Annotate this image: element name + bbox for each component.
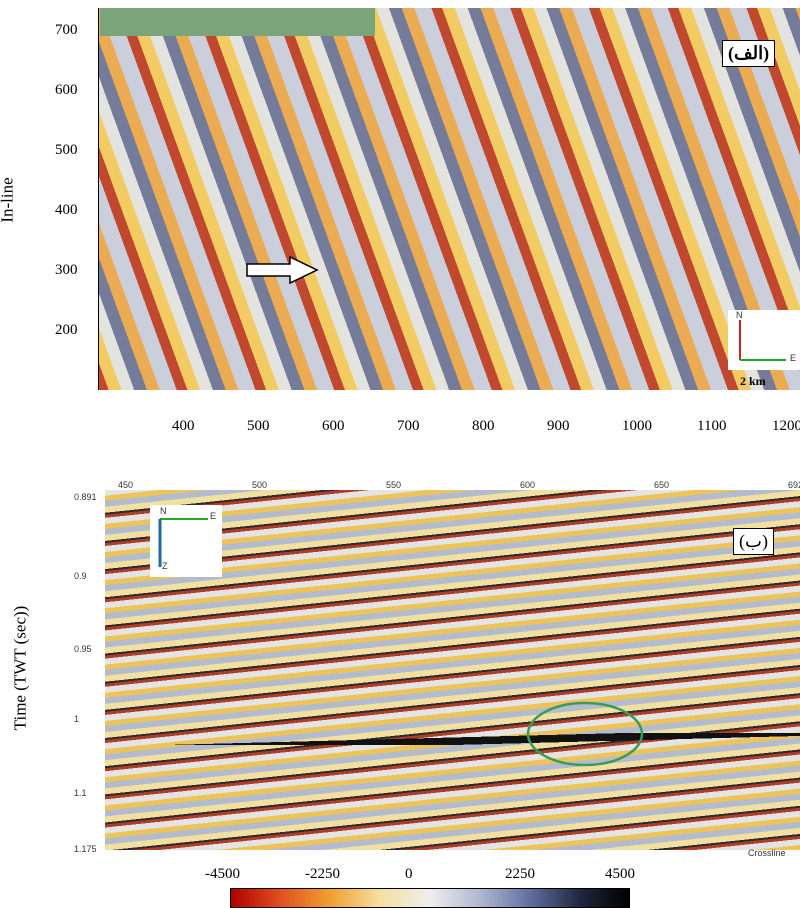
y-tick-label: 1	[74, 714, 80, 724]
colorbar-tick: -4500	[205, 866, 240, 882]
mask	[100, 8, 375, 36]
x-tick-label: 900	[547, 418, 570, 434]
compass: N E	[728, 310, 800, 370]
y-tick-label: 0.891	[74, 492, 97, 502]
axis	[98, 8, 99, 390]
panel-label: (ب)	[733, 528, 774, 555]
x-tick-label: 800	[472, 418, 495, 434]
y-tick-label: 0.9	[74, 571, 87, 581]
y-tick-label: 1.175	[74, 844, 97, 854]
colorbar-tick: 4500	[605, 866, 635, 882]
y-tick-label: 0.95	[74, 644, 92, 654]
x-tick-label: 1000	[622, 418, 652, 434]
compass-e: E	[790, 353, 797, 363]
top-tick-label: 500	[252, 480, 268, 490]
x-label: Crossline	[748, 848, 786, 858]
x-tick-label: 600	[322, 418, 345, 434]
x-tick-label: 1100	[697, 418, 727, 434]
arrow	[246, 255, 319, 285]
y-label: Time (TWT (sec))	[10, 605, 30, 731]
compass-n: N	[736, 310, 743, 320]
compass-z: Z	[162, 561, 168, 571]
top-tick-label: 450	[118, 480, 134, 490]
y-tick-label: 200	[55, 322, 78, 338]
horizon	[105, 733, 800, 745]
colorbar	[230, 888, 630, 908]
scale: 2 km	[740, 374, 766, 388]
top-tick-label: 600	[520, 480, 536, 490]
colorbar-tick: -2250	[305, 866, 340, 882]
top-tick-label: 550	[386, 480, 402, 490]
y-tick-label: 600	[55, 82, 78, 98]
x-tick-label: 500	[247, 418, 270, 434]
colorbar-tick: 0	[405, 866, 413, 882]
compass-e: E	[210, 511, 217, 521]
y-tick-label: 300	[55, 262, 78, 278]
y-label: In-line	[0, 177, 17, 223]
seismic-map	[98, 8, 800, 390]
compass-n: N	[160, 506, 167, 516]
ellipse	[526, 701, 644, 767]
colorbar-tick: 2250	[505, 866, 535, 882]
y-tick-label: 500	[55, 142, 78, 158]
y-tick-label: 1.1	[74, 788, 87, 798]
x-tick-label: 700	[397, 418, 420, 434]
y-tick-label: 400	[55, 202, 78, 218]
x-tick-label: 400	[172, 418, 195, 434]
compass: N E Z	[150, 505, 222, 577]
y-tick-label: 700	[55, 22, 78, 38]
x-tick-label: 1200	[772, 418, 800, 434]
top-tick-label: 692	[788, 480, 800, 490]
top-tick-label: 650	[654, 480, 670, 490]
panel-label: (الف)	[722, 40, 776, 67]
